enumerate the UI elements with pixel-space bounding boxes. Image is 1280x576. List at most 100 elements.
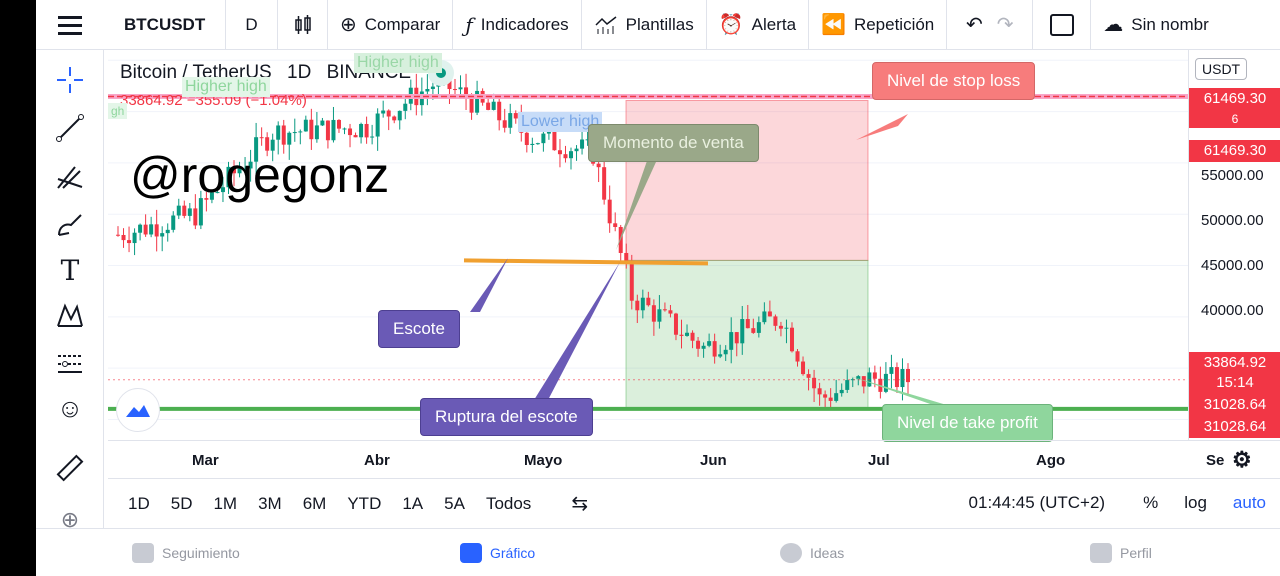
log-toggle[interactable]: log: [1184, 493, 1207, 512]
candle-body: [342, 128, 347, 130]
range-5d[interactable]: 5D: [170, 493, 193, 513]
prediction-icon[interactable]: [52, 346, 88, 382]
sell-moment-callout-tail: [616, 158, 656, 250]
candle-body: [121, 234, 126, 241]
candle-body: [320, 120, 325, 126]
symbol-search-button[interactable]: BTCUSDT: [36, 0, 226, 50]
date-range-icon[interactable]: ⇆: [571, 493, 589, 515]
percent-toggle[interactable]: %: [1143, 493, 1159, 512]
candle-body: [745, 319, 750, 329]
function-icon: ƒ: [465, 12, 473, 37]
candle-body: [232, 166, 237, 174]
templates-button[interactable]: Plantillas: [582, 0, 707, 50]
layout-button[interactable]: [1033, 0, 1092, 50]
range-3m[interactable]: 3M: [258, 493, 282, 513]
candle-body: [756, 322, 761, 333]
candle-body: [497, 101, 502, 121]
nav-profile[interactable]: Perfil: [1090, 543, 1152, 563]
currency-badge[interactable]: USDT: [1195, 58, 1248, 80]
price-axis[interactable]: 55000.00 50000.00 45000.00 40000.00 61469.3…: [1188, 50, 1280, 440]
take-profit-callout[interactable]: Nivel de take profit: [882, 404, 1053, 442]
candle-body: [116, 234, 120, 236]
higher-high-label-2: Higher high: [354, 53, 442, 73]
nav-ideas[interactable]: Ideas: [780, 543, 844, 563]
candle-body: [646, 297, 651, 306]
chart-type-button[interactable]: [278, 0, 328, 50]
interval-button[interactable]: D: [226, 0, 278, 50]
candle-body: [618, 226, 623, 253]
take-profit-price-label: 31028.64: [1189, 394, 1280, 416]
pitchfork-icon[interactable]: [52, 158, 88, 194]
candle-body: [314, 125, 319, 140]
text-icon[interactable]: T: [60, 253, 80, 287]
candle-body: [486, 102, 491, 110]
range-6m[interactable]: 6M: [302, 493, 327, 513]
range-1a[interactable]: 1A: [402, 493, 424, 513]
candle-body: [209, 192, 214, 200]
auto-scale-toggle[interactable]: auto: [1232, 493, 1266, 512]
trend-line-icon[interactable]: [52, 110, 88, 146]
range-1d[interactable]: 1D: [128, 493, 150, 513]
range-ytd[interactable]: YTD: [347, 493, 382, 513]
range-1m[interactable]: 1M: [213, 493, 238, 513]
crosshair-icon[interactable]: [52, 62, 88, 98]
menu-icon[interactable]: [36, 0, 104, 50]
candle-body: [812, 377, 817, 389]
candle-body: [707, 341, 712, 346]
cloud-layout-button[interactable]: ☁ Sin nombr: [1091, 0, 1220, 50]
clock-timezone[interactable]: 01:44:45 (UTC+2): [968, 493, 1106, 512]
zoom-in-icon[interactable]: ⊕: [60, 507, 80, 532]
neckline-break-callout[interactable]: Ruptura del escote: [420, 398, 593, 436]
top-partial-text: 6: [1231, 112, 1239, 126]
candle-body: [243, 168, 248, 170]
candle-body: [596, 163, 601, 168]
compare-button[interactable]: ⊕ Comparar: [328, 0, 454, 50]
price-tick: 55000.00: [1201, 167, 1264, 184]
time-axis[interactable]: Mar Abr Mayo Jun Jul Ago Se ⚙: [108, 440, 1280, 478]
ruler-icon[interactable]: [52, 450, 88, 486]
stop-loss-callout[interactable]: Nivel de stop loss: [872, 62, 1036, 100]
undo-redo-group: ↶ ↷: [947, 0, 1034, 50]
candle-body: [370, 136, 375, 138]
square-icon: [1049, 13, 1074, 36]
candle-body: [331, 119, 336, 141]
nav-profile-label: Perfil: [1120, 545, 1152, 561]
candle-body: [248, 161, 253, 169]
take-profit-zone: [625, 259, 869, 410]
candle-body: [607, 199, 612, 224]
candle-body: [508, 113, 513, 128]
pattern-icon[interactable]: [52, 298, 88, 334]
templates-label: Plantillas: [625, 14, 694, 34]
range-all[interactable]: Todos: [485, 493, 532, 513]
candle-body: [381, 110, 386, 114]
gear-icon[interactable]: ⚙: [1232, 447, 1252, 472]
indicators-button[interactable]: ƒ Indicadores: [453, 0, 582, 50]
candle-body: [795, 351, 800, 362]
candle-body: [817, 388, 822, 395]
candle-body: [751, 328, 756, 333]
candle-body: [325, 120, 330, 141]
nav-chart[interactable]: Gráfico: [460, 543, 535, 563]
alert-button[interactable]: ⏰ Alerta: [707, 0, 810, 50]
candle-body: [773, 316, 778, 326]
sell-moment-callout[interactable]: Momento de venta: [588, 124, 759, 162]
neckline-callout[interactable]: Escote: [378, 310, 460, 348]
smiley-icon[interactable]: ☺: [56, 392, 84, 423]
candle-body: [254, 137, 259, 162]
nav-watchlist[interactable]: Seguimiento: [132, 543, 240, 563]
candle-body: [546, 130, 551, 134]
candle-body: [198, 198, 203, 226]
range-5a[interactable]: 5A: [444, 493, 465, 513]
candle-body: [574, 148, 579, 152]
replay-button[interactable]: ⏪ Repetición: [809, 0, 948, 50]
tradingview-logo[interactable]: [116, 388, 160, 432]
stop-loss-price-label-top: 61469.30: [1189, 88, 1280, 110]
rewind-icon: ⏪: [821, 14, 846, 36]
drawing-toolbar: T ☺ ⊕: [36, 50, 104, 532]
redo-icon[interactable]: ↷: [996, 14, 1014, 36]
undo-icon[interactable]: ↶: [966, 14, 983, 36]
candle-body: [392, 116, 397, 121]
candle-body: [696, 340, 701, 349]
candle-body: [215, 192, 220, 194]
brush-icon[interactable]: [52, 206, 88, 242]
